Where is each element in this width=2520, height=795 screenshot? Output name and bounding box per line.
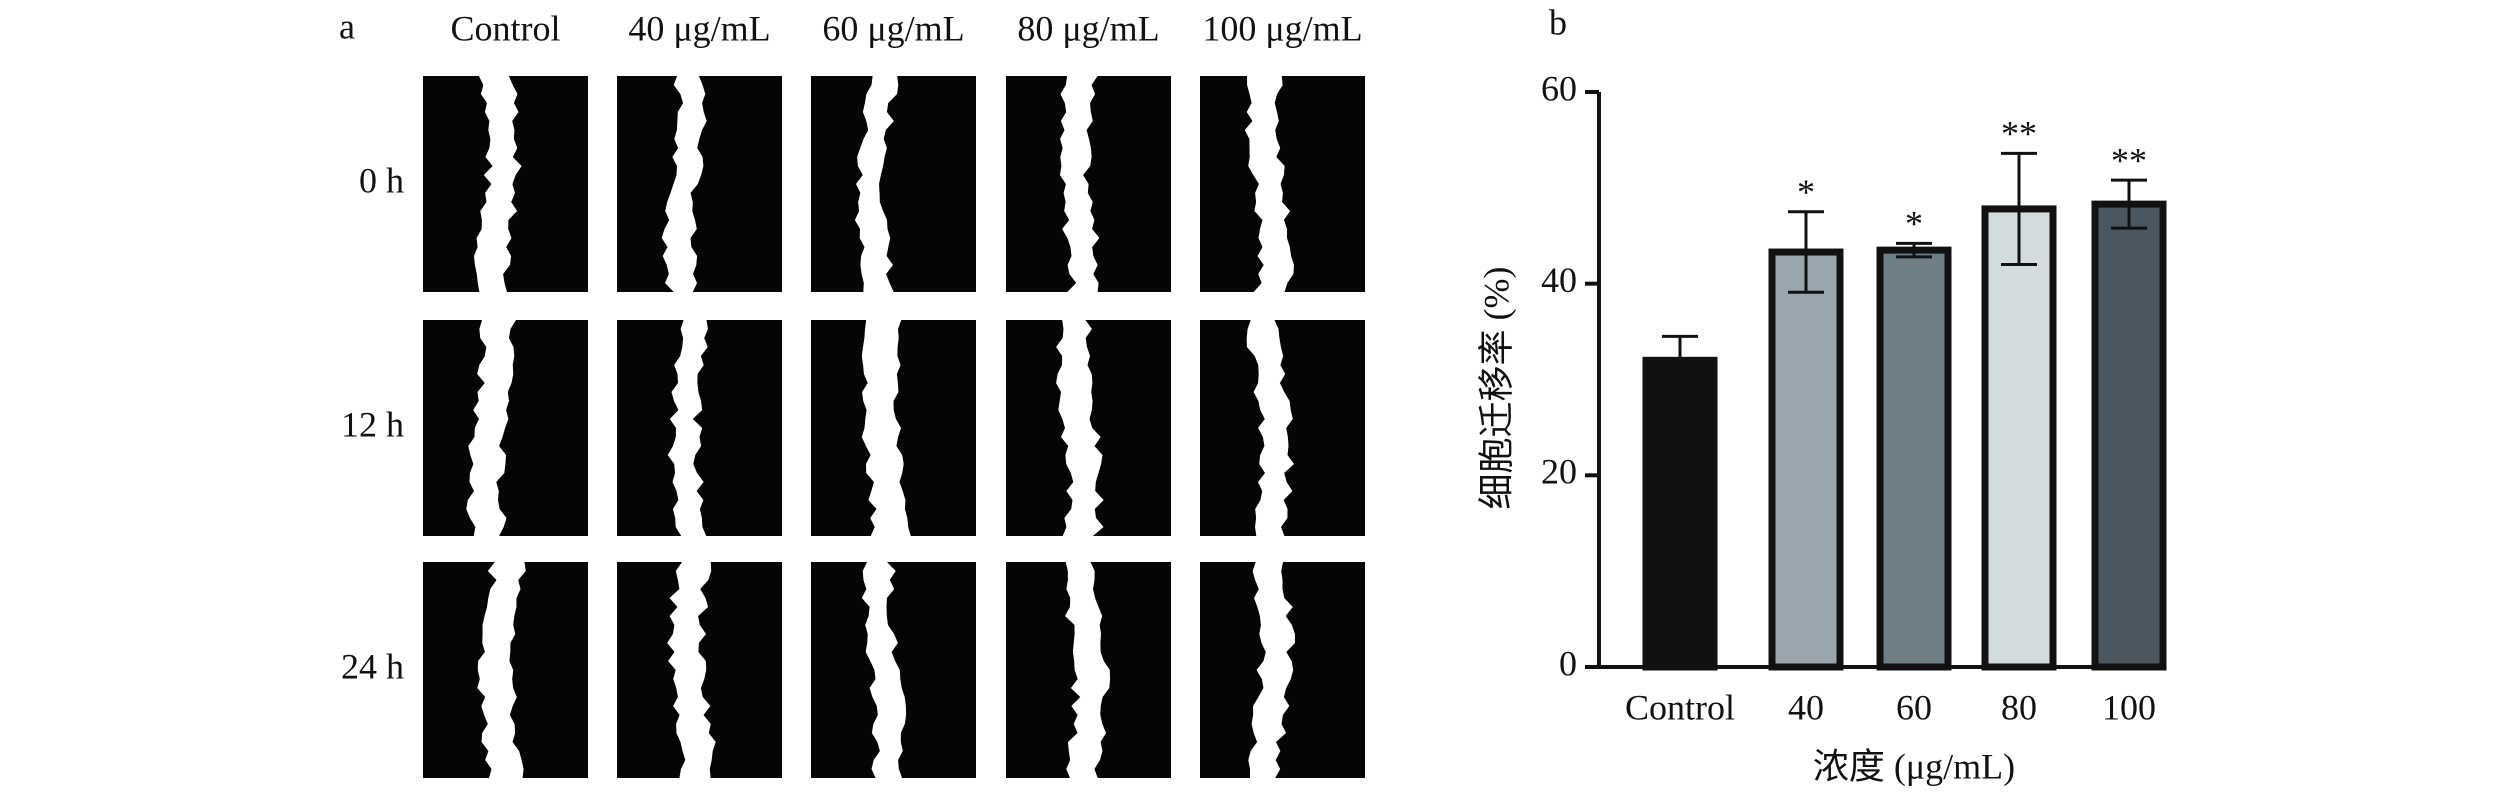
row-label: 0 h: [359, 160, 404, 200]
row-label: 12 h: [341, 404, 404, 444]
error-bar: [1662, 334, 1698, 386]
wound-gap: [1059, 76, 1100, 292]
panel-label: a: [339, 6, 355, 46]
bar: [1876, 246, 1952, 671]
bar: [1981, 205, 2057, 671]
panel-label: b: [1549, 2, 1567, 42]
significance-label: *: [1905, 204, 1923, 244]
x-tick-label: 60: [1896, 687, 1932, 727]
y-tick-label: 20: [1541, 452, 1577, 492]
wound-gap: [1065, 562, 1111, 778]
x-tick-label: 80: [2001, 687, 2037, 727]
y-axis-label: 细胞迁移率 (%): [1476, 267, 1516, 510]
wound-gap: [861, 562, 907, 778]
significance-label: **: [2001, 114, 2037, 154]
wound-gap: [477, 562, 526, 778]
error-bar: [2111, 178, 2147, 230]
wound-gap: [661, 76, 707, 292]
microscopy-image: [811, 76, 976, 292]
error-bar: [1896, 241, 1932, 259]
significance-label: *: [1797, 172, 1815, 212]
wound-gap: [854, 76, 899, 292]
y-tick-label: 0: [1559, 643, 1577, 683]
y-tick-label: 40: [1541, 260, 1577, 300]
wound-gap: [466, 320, 516, 536]
column-label: 60 μg/mL: [822, 8, 964, 48]
wound-gap: [474, 76, 522, 292]
wound-gap: [1056, 320, 1104, 536]
wound-gap: [667, 562, 716, 778]
wound-gap: [1248, 562, 1295, 778]
column-label: 100 μg/mL: [1202, 8, 1362, 48]
x-axis-label: 浓度 (μg/mL): [1813, 746, 2015, 786]
column-label: 80 μg/mL: [1017, 8, 1159, 48]
wound-gap: [667, 320, 708, 536]
row-label: 24 h: [341, 646, 404, 686]
wound-gap: [1244, 76, 1294, 292]
y-tick-label: 60: [1541, 68, 1577, 108]
column-label: Control: [450, 8, 560, 48]
bar: [1768, 248, 1844, 671]
bar: [1642, 356, 1718, 671]
x-tick-label: 100: [2102, 687, 2156, 727]
wound-gap: [1246, 320, 1294, 536]
x-tick-label: 40: [1788, 687, 1824, 727]
error-bar: [2001, 151, 2037, 266]
x-tick-label: Control: [1625, 687, 1735, 727]
error-bar: [1788, 210, 1824, 294]
significance-label: **: [2111, 140, 2147, 180]
bar: [2091, 200, 2167, 671]
wound-gap: [861, 320, 911, 536]
column-label: 40 μg/mL: [628, 8, 770, 48]
